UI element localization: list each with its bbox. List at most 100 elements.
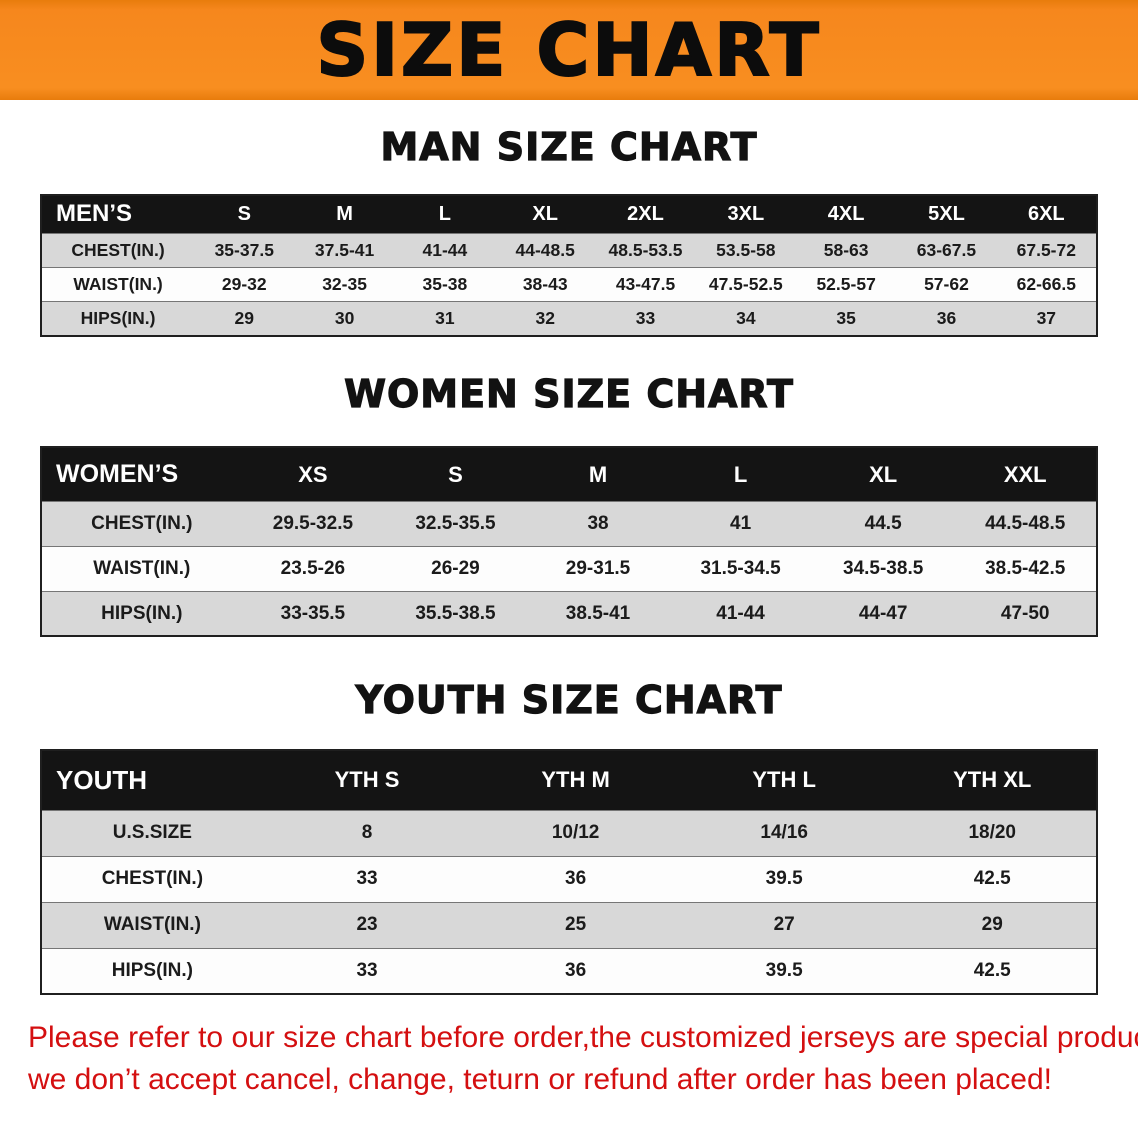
size-value-cell: 42.5 [888,855,1097,903]
size-column-header: YTH S [262,750,472,811]
table-row: WAIST(IN.) 29-32 32-35 35-38 38-43 43-47.5 47.… [41,267,1097,302]
size-value-cell: 47.5-52.5 [695,267,796,302]
women-table-title-cell: WOMEN’S [41,447,242,502]
footnote-line-2: we don’t accept cancel, change, teturn o… [28,1063,1052,1097]
footnote: Please refer to our size chart before or… [0,1017,1138,1101]
row-label: HIPS(IN.) [41,590,242,637]
banner: SIZE CHART [0,0,1138,100]
size-value-cell: 33-35.5 [241,590,385,637]
size-value-cell: 25 [471,901,680,949]
size-value-cell: 44.5 [811,500,955,547]
row-label: CHEST(IN.) [41,233,195,268]
youth-size-table: YOUTH YTH S YTH M YTH L YTH XL U.S.SIZE 8 10/12… [40,749,1098,996]
size-value-cell: 38.5-41 [526,590,670,637]
size-value-cell: 38-43 [495,267,596,302]
size-value-cell: 67.5-72 [996,233,1097,268]
size-column-header: 4XL [795,194,897,234]
size-value-cell: 27 [679,901,889,949]
size-column-header: M [526,447,670,502]
table-row: HIPS(IN.) 33-35.5 35.5-38.5 38.5-41 41-44 44-… [41,590,1097,637]
size-value-cell: 34.5-38.5 [811,545,955,592]
size-value-cell: 48.5-53.5 [595,233,696,268]
table-row: U.S.SIZE 8 10/12 14/16 18/20 [41,809,1097,857]
size-column-header: L [394,194,496,234]
row-label: CHEST(IN.) [41,855,263,903]
size-column-header: L [669,447,812,502]
size-value-cell: 43-47.5 [595,267,696,302]
size-value-cell: 18/20 [888,809,1097,857]
size-value-cell: 26-29 [384,545,527,592]
size-value-cell: 29-31.5 [526,545,670,592]
size-value-cell: 58-63 [795,233,897,268]
size-value-cell: 14/16 [679,809,889,857]
size-value-cell: 31.5-34.5 [669,545,812,592]
section-women: WOMEN SIZE CHART WOMEN’S XS S M L XL XXL CHEST(… [0,371,1138,638]
size-value-cell: 35-37.5 [194,233,295,268]
size-column-header: M [294,194,395,234]
size-column-header: S [194,194,295,234]
size-value-cell: 33 [595,301,696,336]
size-value-cell: 29 [194,301,295,336]
row-label: CHEST(IN.) [41,500,242,547]
footnote-line-1: Please refer to our size chart before or… [28,1021,1138,1055]
size-value-cell: 44-47 [811,590,955,637]
table-row: CHEST(IN.) 35-37.5 37.5-41 41-44 44-48.5 48.5… [41,233,1097,268]
row-label: WAIST(IN.) [41,267,195,302]
row-label: U.S.SIZE [41,809,263,857]
size-column-header: 3XL [695,194,796,234]
size-value-cell: 36 [471,855,680,903]
table-row: HIPS(IN.) 33 36 39.5 42.5 [41,947,1097,995]
table-row: CHEST(IN.) 33 36 39.5 42.5 [41,855,1097,903]
youth-section-heading: YOUTH SIZE CHART [355,678,783,723]
size-value-cell: 29.5-32.5 [241,500,385,547]
size-value-cell: 42.5 [888,947,1097,995]
size-value-cell: 32 [495,301,596,336]
size-value-cell: 53.5-58 [695,233,796,268]
size-column-header: YTH M [471,750,680,811]
table-header-row: YOUTH YTH S YTH M YTH L YTH XL [41,750,1097,811]
row-label: WAIST(IN.) [41,545,242,592]
men-table-title-cell: MEN’S [41,194,195,234]
size-column-header: YTH XL [888,750,1097,811]
size-value-cell: 38.5-42.5 [954,545,1097,592]
size-chart-page: SIZE CHART MAN SIZE CHART MEN’S S M L XL 2XL 3… [0,0,1138,1101]
size-value-cell: 31 [394,301,496,336]
row-label: HIPS(IN.) [41,947,263,995]
size-value-cell: 52.5-57 [795,267,897,302]
size-value-cell: 41-44 [394,233,496,268]
table-header-row: MEN’S S M L XL 2XL 3XL 4XL 5XL 6XL [41,194,1097,234]
youth-table-title-cell: YOUTH [41,750,263,811]
size-value-cell: 44-48.5 [495,233,596,268]
section-men: MAN SIZE CHART MEN’S S M L XL 2XL 3XL 4XL 5XL 6XL… [0,125,1138,337]
size-value-cell: 47-50 [954,590,1097,637]
size-value-cell: 10/12 [471,809,680,857]
table-row: HIPS(IN.) 29 30 31 32 33 34 35 36 37 [41,301,1097,336]
size-column-header: XL [811,447,955,502]
size-value-cell: 35.5-38.5 [384,590,527,637]
size-value-cell: 35 [795,301,897,336]
size-column-header: XXL [954,447,1097,502]
size-value-cell: 23 [262,901,472,949]
size-value-cell: 44.5-48.5 [954,500,1097,547]
row-label: HIPS(IN.) [41,301,195,336]
size-value-cell: 35-38 [394,267,496,302]
women-size-table: WOMEN’S XS S M L XL XXL CHEST(IN.) 29.5-32.5 32.5… [40,446,1098,638]
size-value-cell: 38 [526,500,670,547]
size-value-cell: 41 [669,500,812,547]
size-value-cell: 32.5-35.5 [384,500,527,547]
size-column-header: 5XL [896,194,997,234]
size-value-cell: 29 [888,901,1097,949]
size-value-cell: 23.5-26 [241,545,385,592]
size-value-cell: 39.5 [679,947,889,995]
size-value-cell: 36 [471,947,680,995]
page-title: SIZE CHART [315,8,822,92]
size-column-header: XS [241,447,385,502]
size-column-header: 6XL [996,194,1097,234]
size-value-cell: 36 [896,301,997,336]
men-size-table: MEN’S S M L XL 2XL 3XL 4XL 5XL 6XL CHEST(IN.) 35-37… [40,193,1098,337]
size-value-cell: 39.5 [679,855,889,903]
size-value-cell: 63-67.5 [896,233,997,268]
size-value-cell: 37.5-41 [294,233,395,268]
table-header-row: WOMEN’S XS S M L XL XXL [41,447,1097,502]
section-youth: YOUTH SIZE CHART YOUTH YTH S YTH M YTH L YTH… [0,678,1138,996]
